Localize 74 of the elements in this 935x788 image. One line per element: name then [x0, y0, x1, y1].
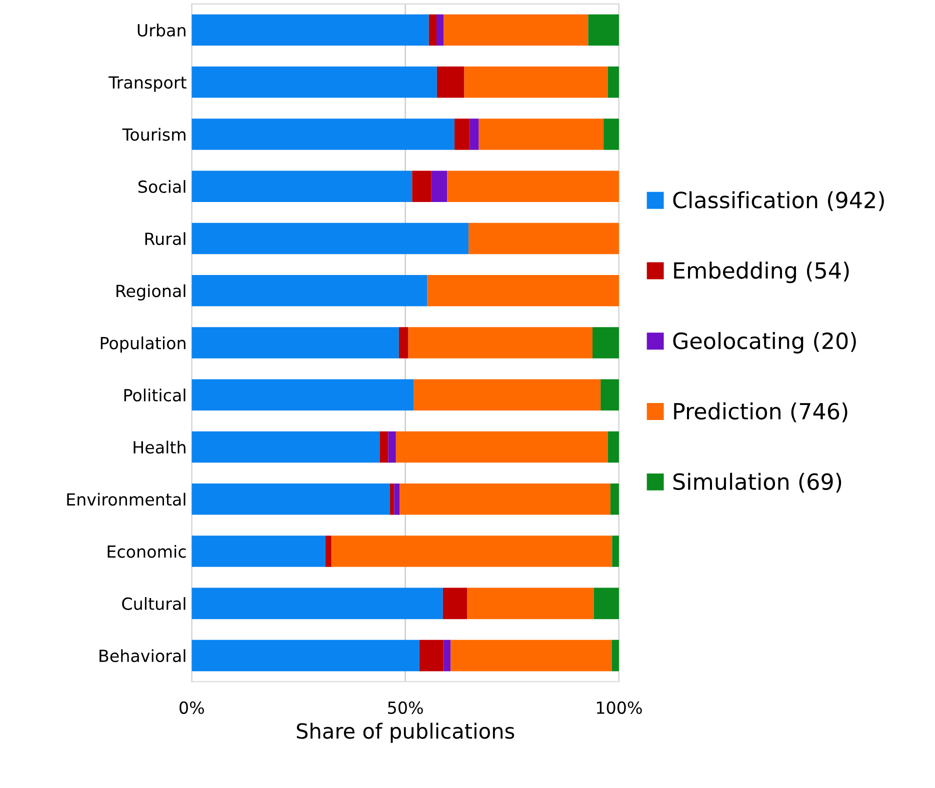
- bar: [325, 536, 332, 567]
- y-tick-label: Cultural: [122, 597, 186, 610]
- y-tick-label: Transport: [108, 76, 186, 92]
- bar: [467, 588, 594, 620]
- bar: [447, 170, 619, 202]
- y-tick-label: Behavioral: [100, 649, 186, 662]
- y-tick-label: Health: [134, 440, 186, 454]
- bar: [192, 379, 414, 411]
- y-tick-label: Economic: [108, 544, 186, 558]
- legend-label: Prediction (746): [674, 402, 848, 422]
- x-tick-label: 50%: [388, 701, 423, 714]
- bar: [427, 275, 619, 306]
- bar: [331, 536, 612, 567]
- bar: [192, 118, 454, 150]
- y-tick-label: Regional: [116, 284, 186, 300]
- bar: [454, 118, 470, 150]
- x-tick-label: 0%: [180, 701, 204, 714]
- y-tick-label: Rural: [145, 232, 186, 246]
- bar: [192, 588, 443, 620]
- bar: [414, 379, 601, 411]
- bar: [604, 118, 619, 150]
- bar: [608, 66, 619, 98]
- bar: [608, 431, 619, 463]
- bar: [444, 640, 451, 672]
- y-tick-label: Social: [138, 180, 186, 193]
- x-tick-label: 100%: [596, 701, 642, 714]
- legend-label: Simulation (69): [673, 472, 842, 493]
- bar: [396, 431, 608, 463]
- y-tick-label: Population: [100, 336, 186, 353]
- bar: [398, 327, 408, 358]
- bar: [394, 484, 400, 515]
- legend-label: Geolocating (20): [673, 332, 856, 354]
- bar: [192, 170, 412, 202]
- x-axis-title: Share of publications: [296, 722, 514, 743]
- y-tick-label: Tourism: [122, 128, 186, 141]
- bar: [192, 640, 420, 672]
- bar: [408, 327, 592, 358]
- bar: [442, 588, 468, 620]
- bar: [192, 14, 429, 46]
- legend-label: Classification (942): [673, 191, 884, 212]
- bar: [610, 484, 619, 515]
- bar: [428, 14, 437, 46]
- bar: [468, 222, 619, 254]
- bar: [380, 431, 388, 463]
- bar: [192, 536, 326, 567]
- bar: [192, 431, 380, 463]
- bar: [400, 484, 610, 515]
- bar: [594, 588, 619, 620]
- bar: [600, 379, 619, 411]
- y-tick-label: Political: [124, 388, 186, 402]
- bar: [192, 66, 437, 98]
- legend-label: Embedding (54): [674, 262, 849, 284]
- bar: [431, 170, 448, 202]
- bar: [592, 327, 619, 358]
- bar: [390, 484, 394, 515]
- y-tick-label: Urban: [138, 24, 186, 37]
- bar: [412, 170, 432, 202]
- bar: [192, 327, 399, 358]
- bar: [192, 484, 390, 515]
- bar: [588, 14, 619, 46]
- bar: [470, 118, 479, 150]
- bar: [192, 275, 428, 306]
- bar: [444, 14, 588, 46]
- bar: [388, 431, 396, 463]
- bar: [612, 536, 619, 567]
- bar: [612, 640, 619, 672]
- bar: [450, 640, 612, 672]
- bar: [192, 222, 469, 254]
- bar: [419, 640, 444, 672]
- bar: [478, 118, 604, 150]
- bar: [436, 14, 444, 46]
- bar: [436, 66, 464, 98]
- bar: [464, 66, 608, 98]
- y-tick-label: Environmental: [67, 492, 186, 506]
